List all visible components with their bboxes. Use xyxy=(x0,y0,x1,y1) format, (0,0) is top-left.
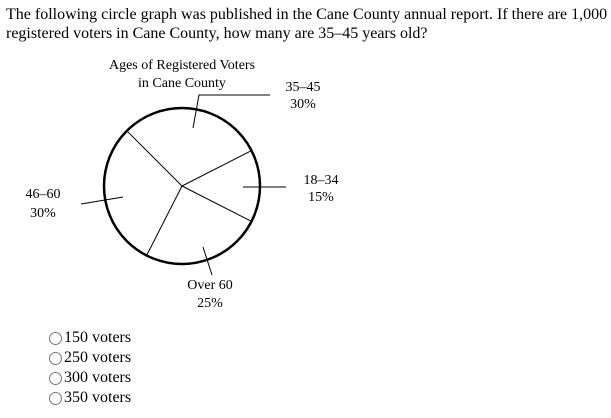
radio-300[interactable] xyxy=(49,371,62,385)
chart-title-line1: Ages of Registered Voters xyxy=(109,58,255,73)
pie-chart: Ages of Registered Voters in Cane County… xyxy=(26,58,339,311)
option-label: 150 voters xyxy=(64,329,132,346)
slice-value-over-60: 25% xyxy=(197,296,223,311)
slice-divider-3 xyxy=(146,185,183,255)
leader-line-over-60 xyxy=(202,246,213,276)
option-label: 300 voters xyxy=(64,369,132,386)
slice-divider-1 xyxy=(181,150,251,187)
radio-150[interactable] xyxy=(49,331,62,345)
option-250[interactable]: 250 voters xyxy=(49,348,131,368)
option-150[interactable]: 150 voters xyxy=(49,328,131,348)
leader-line-46-60 xyxy=(80,196,124,205)
slice-label-35-45: 35–45 xyxy=(286,80,321,95)
option-350[interactable]: 350 voters xyxy=(49,388,131,408)
slice-divider-2 xyxy=(127,131,183,187)
slice-value-35-45: 30% xyxy=(290,97,316,112)
radio-250[interactable] xyxy=(49,351,62,365)
answer-options: 150 voters 250 voters 300 voters 350 vot… xyxy=(49,328,131,408)
slice-value-18-34: 15% xyxy=(308,190,334,205)
option-label: 250 voters xyxy=(64,349,132,366)
radio-350[interactable] xyxy=(49,391,62,405)
slice-label-over-60: Over 60 xyxy=(187,278,233,293)
slice-value-46-60: 30% xyxy=(30,206,56,221)
option-label: 350 voters xyxy=(64,389,132,406)
leader-line-35-45 xyxy=(192,94,270,129)
chart-title-line2: in Cane County xyxy=(138,76,226,91)
slice-divider-0 xyxy=(181,185,251,222)
question-text: The following circle graph was published… xyxy=(6,6,608,42)
slice-label-46-60: 46–60 xyxy=(26,187,61,202)
slice-label-18-34: 18–34 xyxy=(304,173,339,188)
option-300[interactable]: 300 voters xyxy=(49,368,131,388)
